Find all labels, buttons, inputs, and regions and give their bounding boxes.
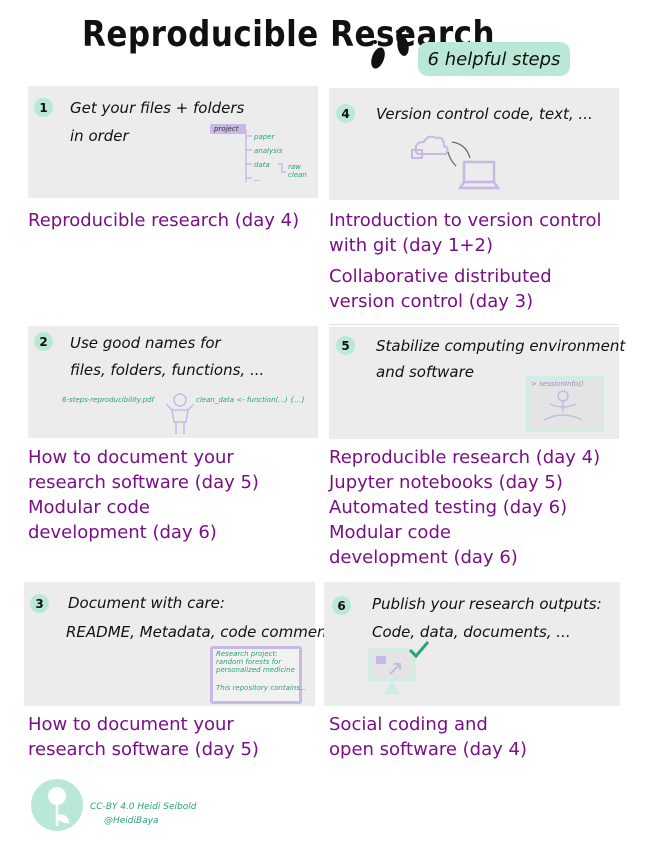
course-item: Introduction to version control — [329, 210, 602, 231]
step-number-5: 5 — [336, 336, 355, 355]
course-list-6: Social coding and open software (day 4) — [329, 712, 527, 762]
tree-paper: paper — [254, 133, 275, 141]
course-item: version control (day 3) — [329, 291, 534, 312]
readme-line3: personalized medicine — [216, 666, 295, 674]
step-5-line1: Stabilize computing environment — [376, 337, 626, 355]
tree-raw: raw — [288, 163, 301, 171]
publish-monitor-icon — [368, 641, 430, 694]
step-6-line2: Code, data, documents, ... — [372, 623, 571, 641]
step-number-1: 1 — [34, 98, 53, 117]
license-handle: @HeidiBaya — [104, 816, 159, 826]
step-2-line2: files, folders, functions, ... — [70, 361, 265, 379]
course-list-4: Introduction to version control with git… — [329, 208, 602, 314]
tree-project: project — [214, 125, 239, 133]
course-item: How to document your — [28, 447, 234, 468]
course-item: Modular code — [28, 497, 150, 518]
step-3-line2: README, Metadata, code comments, ... — [66, 623, 365, 641]
readme-line2: random forests for — [216, 658, 282, 666]
course-item: Social coding and — [329, 714, 488, 735]
step-2-line1: Use good names for — [70, 334, 221, 352]
course-item: Collaborative distributed — [329, 266, 552, 287]
person-figure-icon — [166, 393, 194, 434]
divider — [329, 324, 619, 325]
step-number-4: 4 — [336, 104, 355, 123]
step-number-2: 2 — [34, 332, 53, 351]
readme-line4: This repository contains... — [216, 684, 307, 692]
license-text: CC-BY 4.0 Heidi Seibold @HeidiBaya — [90, 800, 196, 828]
tree-analysis: analysis — [254, 147, 283, 155]
step-1-line1: Get your files + folders — [70, 99, 245, 117]
example-function: clean_data <- function(...) {...} — [196, 396, 306, 404]
steps-badge: 6 helpful steps — [418, 42, 570, 76]
course-item: development (day 6) — [28, 522, 217, 543]
course-list-1: Reproducible research (day 4) — [28, 208, 299, 233]
course-item: Automated testing (day 6) — [329, 497, 568, 518]
course-item: Jupyter notebooks (day 5) — [329, 472, 563, 493]
course-item: How to document your — [28, 714, 234, 735]
step-6-line1: Publish your research outputs: — [372, 595, 602, 613]
course-item: research software (day 5) — [28, 739, 259, 760]
course-item: Reproducible research (day 4) — [329, 447, 601, 468]
step-number-3: 3 — [30, 594, 49, 613]
course-list-2: How to document your research software (… — [28, 445, 259, 545]
license-line: CC-BY 4.0 Heidi Seibold — [90, 802, 197, 812]
step-4-line1: Version control code, text, ... — [376, 105, 593, 123]
course-list-5: Reproducible research (day 4) Jupyter no… — [329, 445, 600, 570]
logo-icon — [31, 779, 83, 831]
tree-clean: clean — [288, 171, 307, 179]
step-number-6: 6 — [332, 596, 351, 615]
folder-tree-illustration — [210, 124, 286, 182]
cloud-laptop-icon — [411, 135, 501, 190]
step-3-line1: Document with care: — [68, 594, 225, 612]
course-item: research software (day 5) — [28, 472, 259, 493]
readme-line1: Research project: — [216, 650, 278, 658]
readme-window — [210, 646, 302, 704]
course-item: with git (day 1+2) — [329, 235, 493, 256]
course-item: development (day 6) — [329, 547, 518, 568]
step-1-line2: in order — [70, 127, 129, 145]
course-item: open software (day 4) — [329, 739, 527, 760]
course-item: Modular code — [329, 522, 451, 543]
step-card-1 — [28, 86, 318, 198]
step-5-line2: and software — [376, 363, 474, 381]
course-list-3: How to document your research software (… — [28, 712, 259, 762]
footprints-icon — [368, 28, 410, 69]
example-filename: 6-steps-reproducibility.pdf — [62, 396, 154, 404]
course-item: Reproducible research (day 4) — [28, 210, 300, 231]
session-window — [526, 376, 604, 432]
step-card-6 — [324, 582, 620, 706]
tree-more: ... — [254, 175, 261, 183]
tree-data: data — [254, 161, 270, 169]
meditating-person-icon — [543, 390, 583, 421]
session-info-label: > sessionInfo() — [531, 380, 584, 388]
